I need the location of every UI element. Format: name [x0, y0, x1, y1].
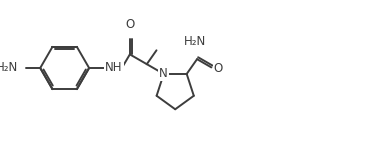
- Text: O: O: [125, 18, 135, 31]
- Text: N: N: [159, 67, 168, 80]
- Text: NH: NH: [105, 61, 123, 75]
- Text: N: N: [159, 67, 168, 80]
- Text: H₂N: H₂N: [0, 61, 18, 75]
- Text: O: O: [214, 62, 223, 75]
- Text: H₂N: H₂N: [184, 35, 206, 48]
